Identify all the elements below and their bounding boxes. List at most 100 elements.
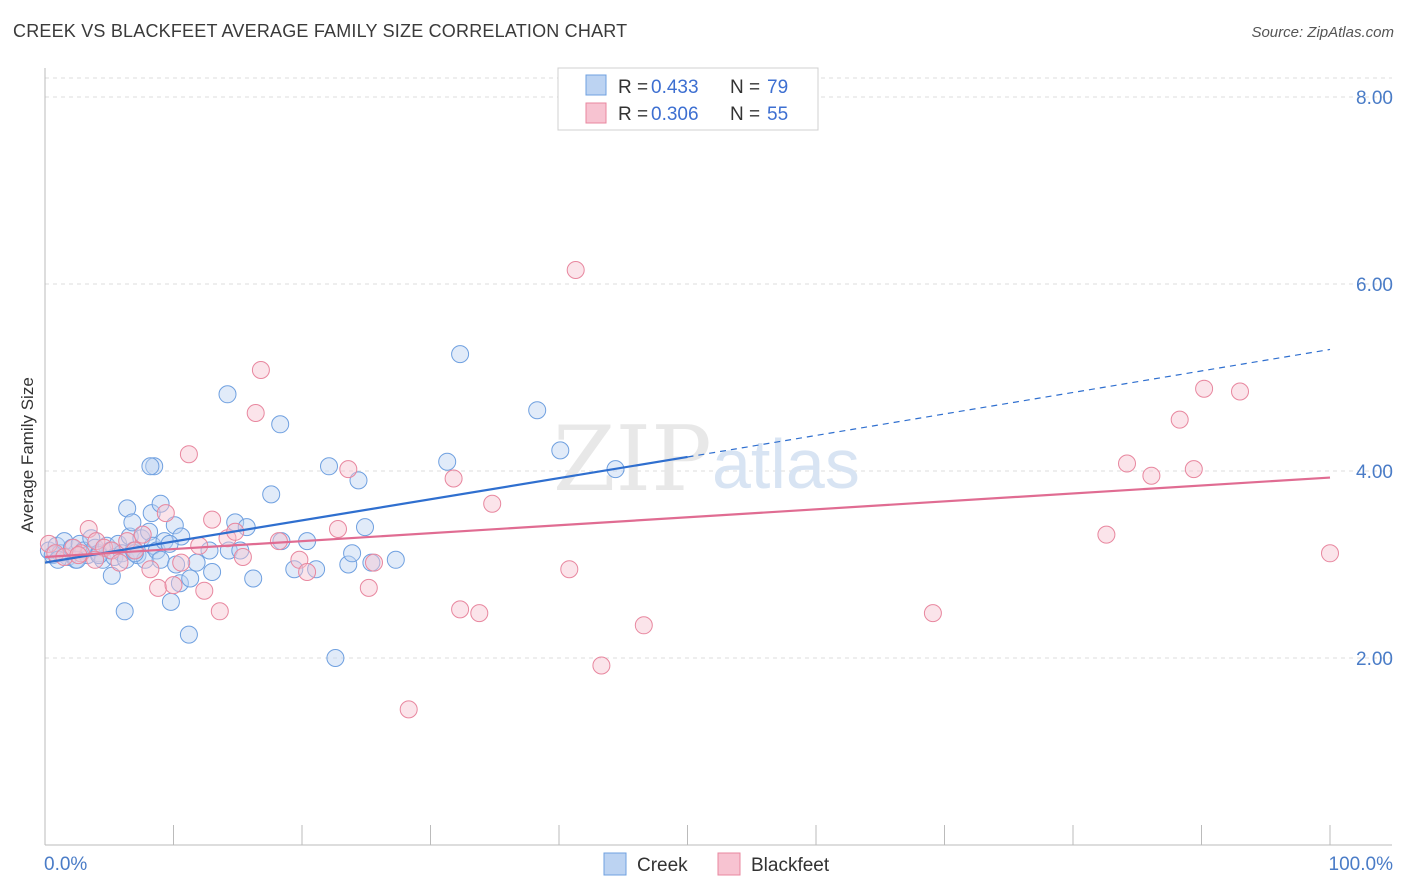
blackfeet-point [1142,466,1161,485]
creek-point [438,452,457,471]
bottom-legend-creek-swatch [603,852,627,876]
y-tick-label: 6.00 [1356,275,1393,296]
legend-creek-swatch [585,74,607,96]
bottom-legend-blackfeet-label: Blackfeet [751,855,830,876]
legend-blackfeet-r-label: R = [618,104,648,125]
watermark-atlas: atlas [712,425,860,503]
creek-point [551,441,570,460]
blackfeet-point [210,602,229,621]
blackfeet-point [195,581,214,600]
blackfeet-point [133,525,152,544]
blackfeet-point [87,532,106,551]
legend-blackfeet-n-label: N = [730,104,760,125]
blackfeet-trend-line [44,476,1331,559]
blackfeet-point [141,560,160,579]
y-tick-label: 8.00 [1356,88,1393,109]
source-label: Source: ZipAtlas.com [1251,24,1394,41]
blackfeet-point [470,604,489,623]
blackfeet-point [298,563,317,581]
blackfeet-point [560,560,579,579]
blackfeet-point [1321,544,1339,563]
blackfeet-point [1170,410,1189,429]
blackfeet-point [1184,460,1203,479]
watermark: ZIP atlas [553,407,860,512]
blackfeet-point [1097,525,1116,544]
creek-point [271,415,290,434]
creek-point [326,649,345,667]
creek-point [123,513,142,532]
blackfeet-point [566,261,585,279]
blackfeet-point [39,534,58,553]
y-tick-label: 4.00 [1356,462,1393,483]
creek-point [262,485,281,504]
legend-box: R = 0.433 N = 79 R = 0.306 N = 55 [557,67,819,131]
blackfeet-point [444,469,463,488]
legend-creek-r-value: 0.433 [651,77,699,98]
creek-point [151,494,170,513]
blackfeet-point [156,504,175,523]
blackfeet-point [164,576,183,595]
creek-point [203,563,222,581]
blackfeet-point [339,460,358,479]
blackfeet-point [483,494,502,513]
creek-point [349,471,368,490]
creek-point [170,574,189,593]
points-layer [39,261,1339,719]
creek-point [161,592,180,611]
blackfeet-point [172,553,191,572]
blackfeet-point [592,656,611,675]
blackfeet-point [1118,454,1136,473]
blackfeet-point [399,700,418,719]
creek-point [386,550,405,569]
creek-point [181,569,200,588]
creek-point [115,602,134,621]
bottom-legend: Creek Blackfeet [603,852,830,876]
blackfeet-point [329,520,347,538]
blackfeet-point [179,445,198,464]
blackfeet-point [634,616,653,635]
label-layer: 2.00 4.00 6.00 8.00 0.0% 100.0% Average Family… [18,88,1393,875]
blackfeet-point [149,578,168,597]
blackfeet-point [1195,379,1214,398]
creek-trend-line [44,455,688,564]
creek-point [145,457,164,476]
watermark-zip: ZIP [553,407,712,512]
x-tick-label-right: 100.0% [1329,854,1394,875]
bottom-legend-blackfeet-swatch [717,852,741,876]
bottom-legend-creek-label: Creek [637,855,688,876]
legend-blackfeet-r-value: 0.306 [651,104,699,125]
blackfeet-point [251,361,270,379]
creek-point [356,518,374,537]
creek-point [187,553,206,572]
blackfeet-point [110,553,129,572]
legend-creek-n-value: 79 [767,77,788,98]
blackfeet-point [1231,382,1249,401]
legend-creek-n-label: N = [730,77,760,98]
blackfeet-point [246,404,265,422]
y-axis-title: Average Family Size [18,377,37,533]
trend-layer [44,348,1331,564]
creek-point [141,457,160,476]
legend-creek-r-label: R = [618,77,648,98]
creek-point [218,385,237,404]
creek-point [179,625,198,644]
series-creek [39,345,625,667]
creek-point [339,555,358,574]
grid-layer [45,77,1392,659]
creek-point [244,569,263,588]
blackfeet-point [203,510,222,529]
creek-point [451,345,470,364]
creek-point [320,457,338,476]
creek-point [118,499,137,518]
blackfeet-point [359,578,378,597]
blackfeet-point [190,536,209,555]
legend-blackfeet-swatch [585,102,607,124]
blackfeet-point [365,553,383,572]
blackfeet-point [233,548,252,566]
blackfeet-point [451,600,470,619]
y-tick-label: 2.00 [1356,649,1393,670]
legend-blackfeet-n-value: 55 [767,104,788,125]
creek-point [343,544,362,563]
blackfeet-point [923,604,942,623]
